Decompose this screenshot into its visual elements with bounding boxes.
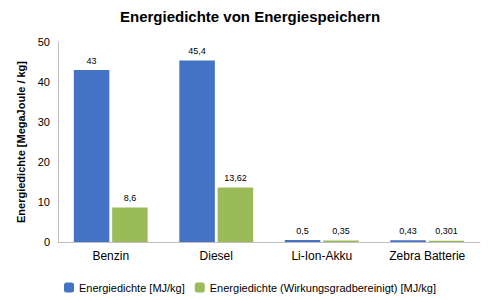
svg-text:Energiedichte [MegaJoule / kg]: Energiedichte [MegaJoule / kg] (15, 61, 27, 223)
svg-text:Benzin: Benzin (92, 249, 129, 263)
svg-text:40: 40 (38, 76, 50, 88)
svg-text:Energiedichte von Energiespeic: Energiedichte von Energiespeichern (120, 8, 380, 25)
svg-text:20: 20 (38, 156, 50, 168)
svg-text:0,35: 0,35 (332, 226, 350, 236)
svg-text:30: 30 (38, 116, 50, 128)
svg-text:8,6: 8,6 (124, 193, 137, 203)
svg-text:Diesel: Diesel (200, 249, 233, 263)
svg-text:Energiedichte [MJ/kg]: Energiedichte [MJ/kg] (79, 282, 185, 294)
svg-text:45,4: 45,4 (188, 46, 206, 56)
svg-text:10: 10 (38, 196, 50, 208)
svg-text:Li-Ion-Akku: Li-Ion-Akku (291, 249, 352, 263)
svg-text:50: 50 (38, 36, 50, 48)
svg-text:0: 0 (44, 236, 50, 248)
svg-text:Zebra Batterie: Zebra Batterie (389, 249, 465, 263)
svg-text:0,301: 0,301 (435, 226, 458, 236)
svg-text:Energiedichte (Wirkungsgradber: Energiedichte (Wirkungsgradbereinigt) [M… (210, 282, 436, 294)
svg-text:0,5: 0,5 (296, 226, 309, 236)
svg-text:13,62: 13,62 (224, 173, 247, 183)
svg-text:43: 43 (87, 56, 97, 66)
svg-text:0,43: 0,43 (399, 226, 417, 236)
